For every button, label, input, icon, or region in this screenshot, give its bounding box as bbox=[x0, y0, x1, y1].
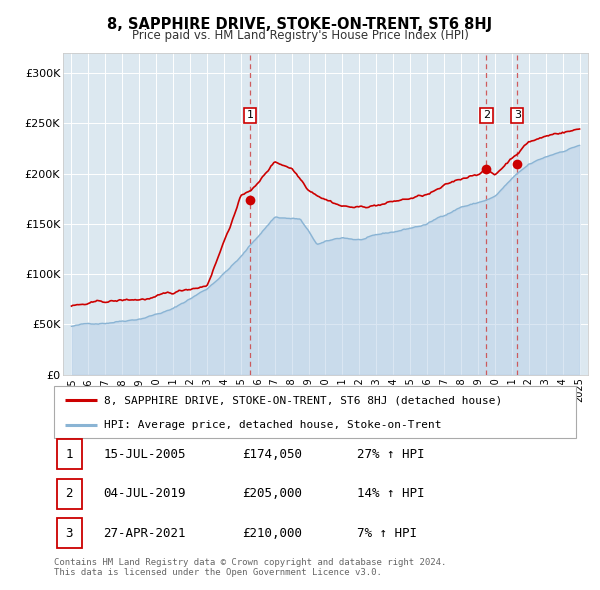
Text: 7% ↑ HPI: 7% ↑ HPI bbox=[357, 527, 417, 540]
Text: 2: 2 bbox=[65, 487, 73, 500]
Text: 3: 3 bbox=[514, 110, 521, 120]
FancyBboxPatch shape bbox=[56, 479, 82, 509]
Text: 27% ↑ HPI: 27% ↑ HPI bbox=[357, 448, 424, 461]
Text: 04-JUL-2019: 04-JUL-2019 bbox=[104, 487, 186, 500]
Text: 8, SAPPHIRE DRIVE, STOKE-ON-TRENT, ST6 8HJ (detached house): 8, SAPPHIRE DRIVE, STOKE-ON-TRENT, ST6 8… bbox=[104, 395, 502, 405]
Text: Price paid vs. HM Land Registry's House Price Index (HPI): Price paid vs. HM Land Registry's House … bbox=[131, 30, 469, 42]
Text: Contains HM Land Registry data © Crown copyright and database right 2024.
This d: Contains HM Land Registry data © Crown c… bbox=[54, 558, 446, 577]
Text: £174,050: £174,050 bbox=[242, 448, 302, 461]
Text: £205,000: £205,000 bbox=[242, 487, 302, 500]
Text: £210,000: £210,000 bbox=[242, 527, 302, 540]
Text: 1: 1 bbox=[65, 448, 73, 461]
Text: 1: 1 bbox=[247, 110, 253, 120]
Text: 3: 3 bbox=[65, 527, 73, 540]
Text: HPI: Average price, detached house, Stoke-on-Trent: HPI: Average price, detached house, Stok… bbox=[104, 420, 441, 430]
Text: 2: 2 bbox=[483, 110, 490, 120]
FancyBboxPatch shape bbox=[54, 386, 576, 438]
Text: 15-JUL-2005: 15-JUL-2005 bbox=[104, 448, 186, 461]
FancyBboxPatch shape bbox=[56, 519, 82, 548]
FancyBboxPatch shape bbox=[56, 440, 82, 469]
Text: 27-APR-2021: 27-APR-2021 bbox=[104, 527, 186, 540]
Text: 14% ↑ HPI: 14% ↑ HPI bbox=[357, 487, 424, 500]
Text: 8, SAPPHIRE DRIVE, STOKE-ON-TRENT, ST6 8HJ: 8, SAPPHIRE DRIVE, STOKE-ON-TRENT, ST6 8… bbox=[107, 17, 493, 31]
